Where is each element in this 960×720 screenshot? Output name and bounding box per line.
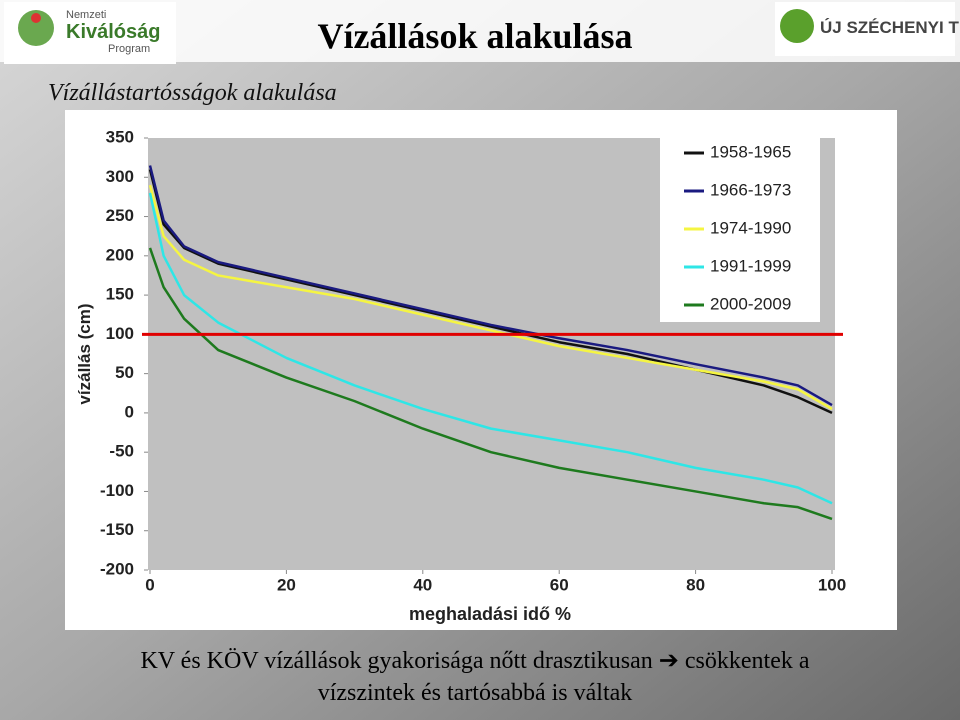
logo-icon [31,13,41,23]
chart: -200 -150 -100 -50 0 50 100 150 200 250 300 350 0 20 4… [100,127,846,594]
y-tick-label: 100 [106,324,134,343]
x-tick-label: 40 [413,575,432,594]
y-tick-label: -150 [100,520,134,539]
y-tick-label: 0 [125,402,134,421]
x-tick-label: 20 [277,575,296,594]
x-tick-label: 80 [686,575,705,594]
y-axis-label: vízállás (cm) [75,303,94,404]
legend-label: 1974-1990 [710,218,791,237]
series-line [148,169,833,415]
logo-text: Program [108,43,150,55]
y-tick-label: -50 [109,442,134,461]
caption-line: KV és KÖV vízállások gyakorisága nőtt dr… [140,648,809,674]
y-tick-label: -100 [100,481,134,500]
series-line [148,184,833,411]
y-tick-label: 150 [106,285,134,304]
slide-subtitle: Vízállástartósságok alakulása [48,80,337,106]
legend-label: 1958-1965 [710,142,791,161]
x-tick-label: 60 [550,575,569,594]
logo-icon [18,10,54,46]
logo-text: ÚJ SZÉCHENYI TERV [820,18,960,37]
y-tick-label: 200 [106,245,134,264]
legend-label: 1966-1973 [710,180,791,199]
x-tick-label: 100 [818,575,846,594]
series-line [148,247,833,521]
caption-line: vízszintek és tartósabbá is váltak [318,680,633,706]
x-axis-label: meghaladási idő % [409,604,571,624]
y-tick-label: -200 [100,559,134,578]
logo-text: Nemzeti [66,9,106,21]
x-tick-label: 0 [145,575,154,594]
series-line [148,165,833,407]
y-tick-label: 50 [115,363,134,382]
y-tick-label: 350 [106,127,134,146]
logo-icon [780,9,814,43]
y-tick-label: 250 [106,206,134,225]
logo-text: Kiválóság [66,21,160,43]
logo-right: ÚJ SZÉCHENYI TERV [775,2,960,56]
logo-left: Nemzeti Kiválóság Program [4,2,176,64]
legend-label: 1991-1999 [710,256,791,275]
slide-title: Vízállások alakulása [317,16,632,56]
series-line [148,192,833,505]
y-tick-label: 300 [106,167,134,186]
legend-label: 2000-2009 [710,294,791,313]
